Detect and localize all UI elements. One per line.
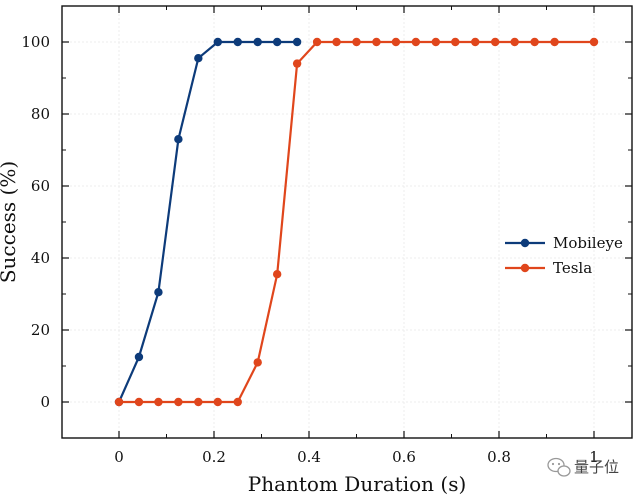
watermark-text: 量子位 bbox=[574, 458, 619, 476]
data-point bbox=[510, 37, 519, 47]
data-point bbox=[372, 37, 381, 47]
data-point bbox=[471, 37, 480, 47]
data-point bbox=[411, 37, 421, 47]
series-line bbox=[117, 40, 298, 403]
legend-label: Mobileye bbox=[553, 234, 623, 252]
plot-frame bbox=[61, 5, 633, 439]
series-line bbox=[119, 40, 594, 404]
watermark: 量子位 bbox=[547, 457, 619, 477]
data-point bbox=[451, 37, 460, 47]
data-point bbox=[194, 54, 203, 63]
data-point bbox=[253, 37, 262, 47]
x-axis-title: Phantom Duration (s) bbox=[248, 472, 467, 496]
data-point bbox=[114, 397, 124, 407]
data-point bbox=[352, 37, 361, 47]
data-point bbox=[253, 358, 262, 367]
legend-swatch-marker bbox=[520, 238, 530, 248]
legend-item: Mobileye bbox=[505, 234, 623, 252]
legend-item: Tesla bbox=[505, 259, 592, 277]
data-point bbox=[174, 397, 183, 407]
data-point bbox=[174, 135, 183, 144]
data-point bbox=[272, 37, 282, 47]
x-tick-label: 0.4 bbox=[297, 448, 321, 466]
data-point bbox=[272, 270, 282, 279]
data-point bbox=[332, 37, 341, 47]
axis-ticks: 0 0.2 0.4 0.6 0.8 1 0 20 40 60 80 100 bbox=[21, 5, 632, 466]
y-tick-label: 60 bbox=[31, 177, 50, 195]
y-tick-label: 40 bbox=[31, 249, 50, 267]
data-point bbox=[589, 37, 599, 47]
data-point bbox=[312, 37, 322, 47]
data-point bbox=[431, 37, 441, 47]
y-tick-label: 0 bbox=[40, 393, 50, 411]
y-tick-label: 20 bbox=[31, 321, 50, 339]
data-point bbox=[194, 397, 203, 407]
data-point bbox=[134, 397, 144, 407]
data-point bbox=[154, 288, 163, 297]
data-point bbox=[550, 37, 559, 47]
y-tick-label: 100 bbox=[21, 33, 50, 51]
data-point bbox=[491, 37, 500, 47]
x-tick-label: 0.8 bbox=[487, 448, 511, 466]
series-tesla bbox=[114, 37, 599, 407]
legend: Mobileye Tesla bbox=[505, 234, 623, 277]
data-point bbox=[213, 397, 222, 407]
series-lines bbox=[114, 37, 599, 407]
wechat-icon bbox=[547, 457, 571, 477]
grid bbox=[62, 6, 632, 438]
y-axis-title: Success (%) bbox=[0, 161, 20, 283]
x-tick-label: 1 bbox=[589, 448, 599, 466]
data-point bbox=[292, 37, 302, 47]
legend-label: Tesla bbox=[553, 259, 592, 277]
y-tick-label: 80 bbox=[31, 105, 50, 123]
data-point bbox=[391, 37, 401, 47]
data-point bbox=[233, 397, 242, 407]
data-point bbox=[213, 37, 222, 47]
data-point bbox=[134, 352, 144, 362]
data-point bbox=[154, 397, 163, 407]
data-point bbox=[530, 37, 539, 47]
series-mobileye bbox=[114, 37, 302, 407]
data-point bbox=[292, 59, 302, 68]
legend-swatch-marker bbox=[520, 263, 530, 273]
x-tick-label: 0.2 bbox=[202, 448, 226, 466]
x-tick-label: 0.6 bbox=[392, 448, 416, 466]
data-point bbox=[233, 37, 242, 47]
x-tick-label: 0 bbox=[114, 448, 124, 466]
